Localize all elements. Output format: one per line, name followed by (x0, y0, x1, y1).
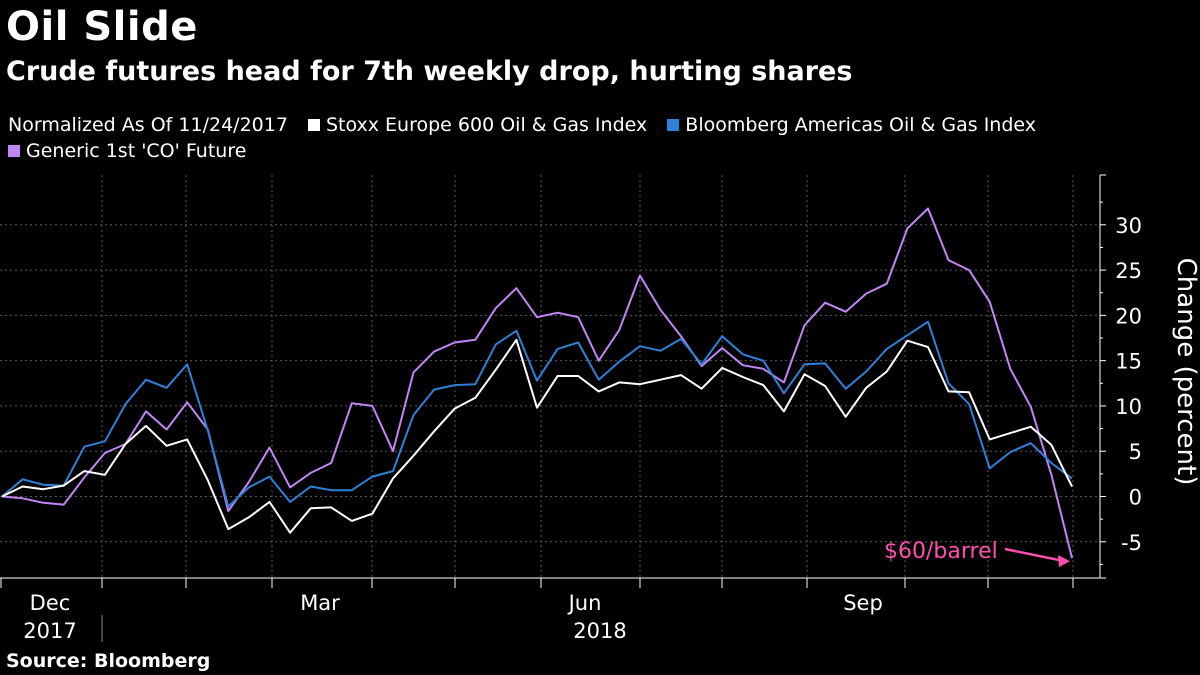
legend-item-bloomberg: Bloomberg Americas Oil & Gas Index (667, 112, 1036, 138)
legend-label-stoxx: Stoxx Europe 600 Oil & Gas Index (325, 114, 648, 136)
y-axis-title: Change (percent) (1171, 258, 1200, 486)
y-tick-label: 25 (1115, 259, 1142, 283)
y-tick-label: 10 (1115, 395, 1142, 419)
legend-swatch-bloomberg (667, 119, 680, 131)
y-tick-label: 20 (1115, 304, 1142, 328)
legend-swatch-stoxx (307, 119, 320, 131)
x-tick-label: Dec (30, 591, 71, 615)
y-tick-label: 30 (1115, 214, 1142, 238)
annotation-label: $60/barrel (884, 539, 998, 564)
y-tick-label: -5 (1121, 531, 1142, 555)
chart-subtitle: Crude futures head for 7th weekly drop, … (6, 56, 853, 87)
chart-title: Oil Slide (6, 4, 198, 50)
x-tick-label: Jun (567, 591, 602, 615)
annotation-arrow-line (1004, 547, 1065, 563)
legend-item-stoxx: Stoxx Europe 600 Oil & Gas Index (307, 112, 648, 138)
series-line-bloomberg (1, 320, 1073, 508)
source-note: Source: Bloomberg (6, 650, 211, 672)
legend-item-brent: Generic 1st 'CO' Future (8, 138, 246, 164)
legend-label-brent: Generic 1st 'CO' Future (26, 140, 247, 162)
x-tick-label: Mar (300, 591, 340, 615)
y-tick-label: 5 (1129, 440, 1142, 464)
x-year-label: 2018 (573, 619, 626, 643)
legend-label-bloomberg: Bloomberg Americas Oil & Gas Index (685, 114, 1037, 136)
series-line-brent (1, 207, 1073, 559)
y-tick-label: 15 (1115, 350, 1142, 374)
legend: Normalized As Of 11/24/2017 Stoxx Europe… (8, 112, 1158, 164)
y-tick-label: 0 (1129, 485, 1142, 509)
legend-note: Normalized As Of 11/24/2017 (8, 114, 288, 136)
annotation-arrow-head (1058, 555, 1070, 568)
x-year-label: 2017 (23, 619, 76, 643)
x-tick-label: Sep (843, 591, 883, 615)
series-line-stoxx (1, 338, 1073, 534)
legend-swatch-brent (8, 145, 20, 157)
